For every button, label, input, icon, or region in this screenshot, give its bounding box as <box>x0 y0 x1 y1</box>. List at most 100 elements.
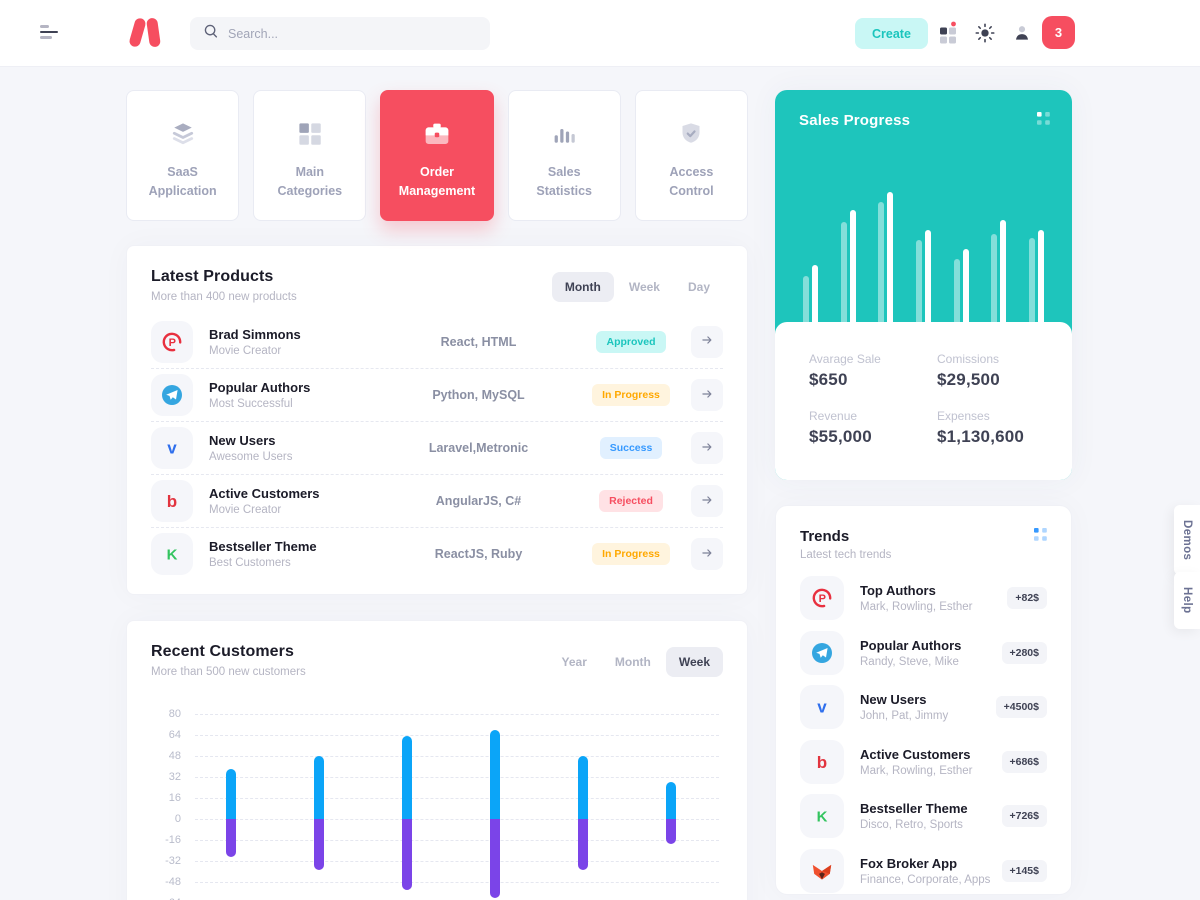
trend-amount-badge: +145$ <box>1001 859 1047 882</box>
bar-negative[interactable] <box>314 819 324 871</box>
svg-text:K: K <box>167 547 178 564</box>
quick-apps-button[interactable] <box>936 21 960 45</box>
brand-logo-icon <box>129 18 161 47</box>
category-cards: SaaS Application Main Categories Order M… <box>126 90 749 221</box>
bar-negative[interactable] <box>578 819 588 871</box>
recent-customers-subtitle: More than 500 new customers <box>151 666 306 678</box>
row-arrow-button[interactable] <box>691 538 723 570</box>
sales-bar-pair <box>915 230 931 322</box>
trend-item-top-authors: P Top Authors Mark, Rowling, Esther +82$ <box>800 571 1047 626</box>
recent-customers-title: Recent Customers <box>151 643 294 660</box>
brand-logo[interactable] <box>123 15 167 56</box>
layers-icon <box>167 117 199 151</box>
gridline <box>195 840 719 841</box>
category-card-access-control[interactable]: Access Control <box>634 90 749 221</box>
bar-negative[interactable] <box>666 819 676 844</box>
stat-label: Revenue <box>809 409 858 423</box>
stat-comissions: Comissions $29,500 <box>937 352 1072 390</box>
product-row-popular-authors: Popular Authors Most Successful Python, … <box>151 368 723 421</box>
stat-value: $55,000 <box>809 427 872 446</box>
trend-name[interactable]: Fox Broker App <box>860 855 958 871</box>
trends-card: Trends Latest tech trends P Top Authors … <box>775 505 1072 895</box>
category-label: SaaS Application <box>148 165 217 199</box>
arrow-right-icon <box>700 387 714 404</box>
gridline <box>195 714 719 715</box>
briefcase-icon <box>421 117 453 151</box>
product-role: Most Successful <box>209 398 293 410</box>
search-input[interactable] <box>228 26 458 41</box>
user-button[interactable] <box>1010 21 1034 45</box>
trend-amount-badge: +726$ <box>1001 805 1047 828</box>
sun-icon <box>975 23 995 43</box>
pinterest-p-icon: P <box>151 320 193 363</box>
tab-week[interactable]: Week <box>665 647 723 677</box>
stat-value: $29,500 <box>937 370 1000 389</box>
category-card-saas-application[interactable]: SaaS Application <box>126 90 240 221</box>
theme-toggle-button[interactable] <box>973 21 997 45</box>
trend-amount-badge: +686$ <box>1001 750 1047 773</box>
sales-bar-pair <box>878 192 894 322</box>
bar-positive[interactable] <box>314 756 324 819</box>
arrow-right-icon <box>700 440 714 457</box>
bar-negative[interactable] <box>226 819 236 858</box>
tab-day[interactable]: Day <box>687 280 710 294</box>
recent-customers-chart: 80 64 48 32 16 0 -16 -32 -48 -64 <box>151 706 723 900</box>
create-button[interactable]: Create <box>855 18 928 49</box>
tab-month[interactable]: Month <box>551 272 614 302</box>
dots-menu-icon[interactable] <box>1037 112 1050 130</box>
bar-positive[interactable] <box>226 769 236 819</box>
product-name[interactable]: New Users <box>209 433 276 448</box>
trends-subtitle: Latest tech trends <box>800 549 892 561</box>
bar-positive[interactable] <box>578 756 588 819</box>
product-role: Movie Creator <box>209 504 282 516</box>
product-name[interactable]: Bestseller Theme <box>209 539 317 554</box>
trend-name[interactable]: Active Customers <box>860 746 971 762</box>
trend-name[interactable]: New Users <box>860 692 927 708</box>
row-arrow-button[interactable] <box>691 379 723 411</box>
category-card-order-management[interactable]: Order Management <box>380 90 494 221</box>
tab-month[interactable]: Month <box>614 655 651 669</box>
trend-name[interactable]: Top Authors <box>860 583 936 599</box>
gridline <box>195 735 719 736</box>
product-name[interactable]: Popular Authors <box>209 380 311 395</box>
product-name[interactable]: Active Customers <box>209 486 320 501</box>
notification-badge[interactable]: 3 <box>1042 16 1075 49</box>
latest-products-title: Latest Products <box>151 268 274 285</box>
trend-item-bestseller-theme: K Bestseller Theme Disco, Retro, Sports … <box>800 789 1047 844</box>
status-badge: In Progress <box>592 384 670 406</box>
row-arrow-button[interactable] <box>691 432 723 464</box>
edge-tab-help[interactable]: Help <box>1174 572 1200 629</box>
category-label: Sales Statistics <box>536 165 592 199</box>
bar-positive[interactable] <box>402 736 412 819</box>
stat-expenses: Expenses $1,130,600 <box>937 409 1072 447</box>
gridline <box>195 882 719 883</box>
bar-positive[interactable] <box>490 729 500 819</box>
tab-year[interactable]: Year <box>561 655 587 669</box>
y-tick-label: 80 <box>168 708 181 720</box>
gridline <box>195 819 719 820</box>
bar-positive[interactable] <box>666 782 676 819</box>
category-card-main-categories[interactable]: Main Categories <box>253 90 367 221</box>
trend-name[interactable]: Bestseller Theme <box>860 801 968 817</box>
edge-tab-demos[interactable]: Demos <box>1174 505 1200 576</box>
row-arrow-button[interactable] <box>691 485 723 517</box>
bar-negative[interactable] <box>490 819 500 898</box>
sales-bar-pair <box>1028 230 1044 322</box>
sales-bar-pair <box>803 265 818 322</box>
product-name[interactable]: Brad Simmons <box>209 326 301 342</box>
trend-item-fox-broker-app: Fox Broker App Finance, Corporate, Apps … <box>800 844 1047 895</box>
product-tech: ReactJS, Ruby <box>434 547 523 561</box>
tab-week[interactable]: Week <box>628 280 660 294</box>
svg-text:b: b <box>817 753 827 772</box>
category-card-sales-statistics[interactable]: Sales Statistics <box>507 90 621 221</box>
dots-menu-icon[interactable] <box>1034 528 1047 561</box>
row-arrow-button[interactable] <box>691 325 723 358</box>
latest-products-tabs: Month Week Day <box>551 272 723 303</box>
trend-detail: Disco, Retro, Sports <box>860 819 963 832</box>
trend-name[interactable]: Popular Authors <box>860 637 962 653</box>
fox-icon <box>800 848 844 893</box>
bar-negative[interactable] <box>402 819 412 890</box>
menu-toggle-button[interactable] <box>40 25 58 39</box>
gridline <box>195 777 719 778</box>
trend-item-new-users: v New Users John, Pat, Jimmy +4500$ <box>800 680 1047 735</box>
